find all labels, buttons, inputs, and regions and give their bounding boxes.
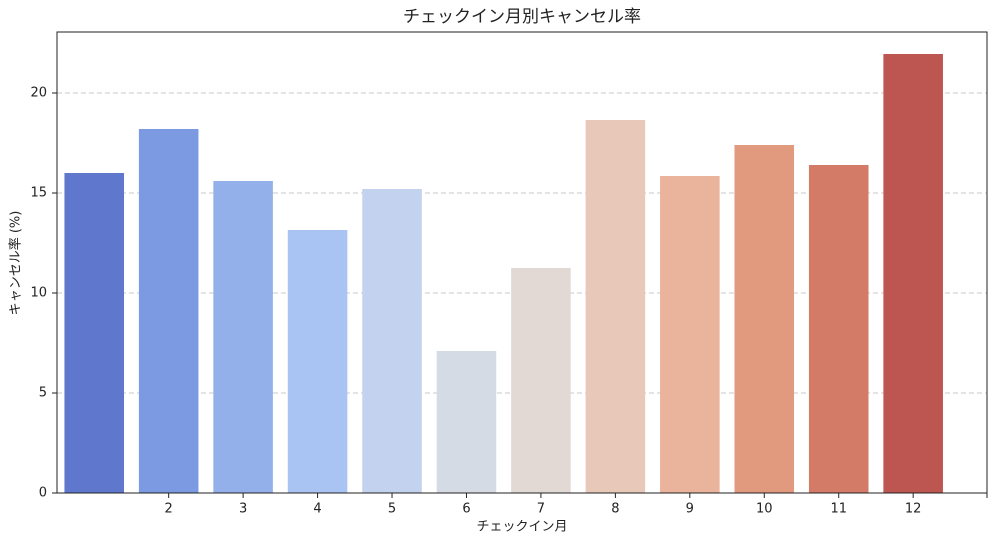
bar [287,230,348,493]
bar [808,165,869,493]
bar [138,129,199,493]
y-axis-label: キャンセル率 (%) [8,211,24,316]
y-tick-label: 0 [39,486,47,501]
x-tick-label: 10 [756,502,773,517]
bar [734,145,795,493]
bar [64,173,125,493]
x-tick-label: 4 [313,502,321,517]
x-tick-label: 3 [239,502,247,517]
x-tick-label: 12 [905,502,922,517]
x-tick-label: 11 [830,502,847,517]
x-tick-label: 9 [686,502,694,517]
plot-frame [56,31,988,494]
bar [883,54,943,493]
x-tick-label: 2 [165,502,173,517]
bar [511,268,571,493]
bar [660,176,720,493]
x-axis-label: チェックイン月 [476,520,567,535]
bar [362,189,422,493]
y-tick-label: 5 [39,386,47,401]
x-tick-label: 8 [611,502,619,517]
y-tick-label: 15 [30,186,47,201]
y-tick-label: 10 [30,286,47,301]
bar [585,120,646,493]
y-tick-label: 20 [30,86,47,101]
x-tick-label: 5 [388,502,396,517]
bar [213,181,273,493]
x-tick-label: 7 [537,502,545,517]
chart-title: チェックイン月別キャンセル率 [403,7,641,27]
x-tick-label: 6 [462,502,470,517]
bar [436,351,497,493]
